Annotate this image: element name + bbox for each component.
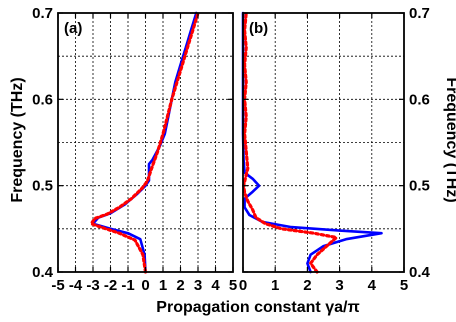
x-tick-label: 4 [211, 277, 220, 294]
x-tick-label: 2 [303, 277, 311, 294]
panel-label: (a) [64, 20, 82, 37]
x-tick-label: -5 [51, 277, 64, 294]
y-tick-label: 0.4 [409, 264, 431, 281]
x-tick-label: -4 [69, 277, 83, 294]
x-tick-label: 0 [141, 277, 149, 294]
panel-b: 0 1 2 3 4 50.4 0.5 0.6 0.7 (b) [239, 5, 431, 294]
x-tick-label: 0 [239, 277, 247, 294]
series-line-red [242, 11, 338, 274]
x-tick-label: 1 [271, 277, 279, 294]
x-tick-label: -2 [104, 277, 117, 294]
x-tick-label: 3 [335, 277, 343, 294]
y-tick-label: 0.5 [409, 178, 430, 195]
x-tick-label: -3 [86, 277, 99, 294]
x-tick-label: 1 [159, 277, 167, 294]
y-tick-label: 0.7 [32, 5, 53, 22]
x-axis-title: Propagation constant γa/π [156, 299, 359, 316]
series-line-red [89, 11, 200, 274]
plot-frame [242, 12, 405, 273]
y-tick-label: 0.5 [32, 178, 53, 195]
y-tick-label: 0.6 [409, 91, 430, 108]
y-axis-title: Frequency (THz) [9, 77, 26, 202]
y-tick-label: 0.7 [409, 5, 430, 22]
y-tick-label: 0.6 [32, 91, 53, 108]
x-tick-label: 2 [176, 277, 184, 294]
x-tick-label: 3 [194, 277, 202, 294]
y-tick-label: 0.4 [32, 264, 54, 281]
x-tick-label: 5 [400, 277, 408, 294]
x-tick-label: -1 [121, 277, 134, 294]
x-tick-label: 4 [368, 277, 377, 294]
x-tick-label: 5 [229, 277, 237, 294]
panel-a: -5 -4 -3 -2 -1 0 1 2 3 4 5 0.4 0.5 0.6 0.7 (a) [32, 5, 237, 294]
y-axis-title-right: Frequency (THz) [443, 77, 456, 202]
panel-label: (b) [249, 20, 268, 37]
